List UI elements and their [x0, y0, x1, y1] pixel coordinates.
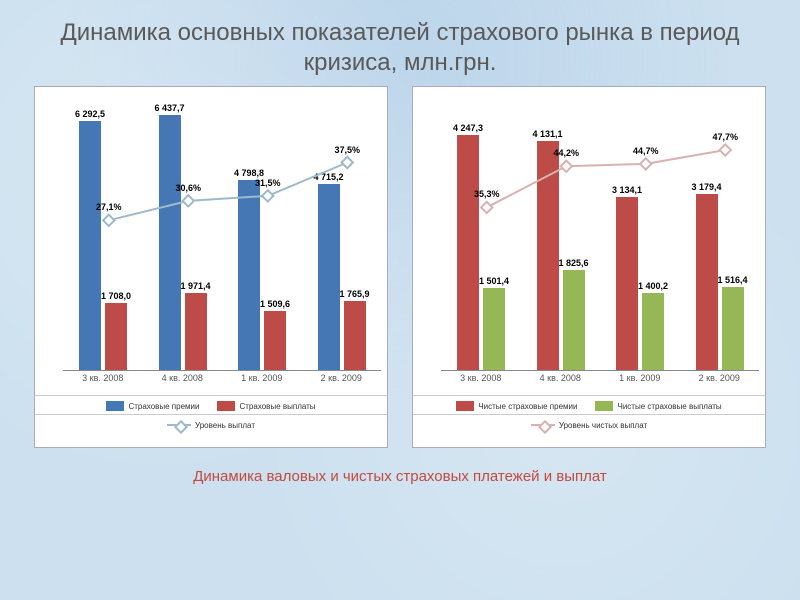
x-labels: 3 кв. 20084 кв. 20081 кв. 20092 кв. 2009 — [441, 373, 759, 391]
line-value-label: 31,5% — [243, 178, 293, 188]
line-value-label: 44,2% — [541, 148, 591, 158]
legend-item: Уровень выплат — [167, 421, 255, 430]
line-value-label: 44,7% — [621, 146, 671, 156]
x-axis — [63, 370, 381, 371]
line-layer — [63, 93, 381, 371]
x-tick-label: 2 кв. 2009 — [680, 373, 760, 391]
legend: Страховые премии Страховые выплаты Уровень… — [35, 395, 387, 443]
legend: Чистые страховые премии Чистые страховые … — [413, 395, 765, 443]
x-tick-label: 3 кв. 2008 — [63, 373, 143, 391]
line-value-label: 47,7% — [700, 132, 750, 142]
x-tick-label: 4 кв. 2008 — [521, 373, 601, 391]
legend-item: Страховые выплаты — [217, 401, 315, 411]
x-tick-label: 2 кв. 2009 — [302, 373, 382, 391]
x-labels: 3 кв. 20084 кв. 20081 кв. 20092 кв. 2009 — [63, 373, 381, 391]
line-value-label: 37,5% — [322, 145, 372, 155]
caption: Динамика валовых и чистых страховых плат… — [0, 468, 800, 485]
line-value-label: 35,3% — [462, 189, 512, 199]
charts-row: 6 292,51 708,06 437,71 971,44 798,81 509… — [0, 86, 800, 448]
chart-gross: 6 292,51 708,06 437,71 971,44 798,81 509… — [34, 86, 388, 448]
legend-item: Чистые страховые премии — [456, 401, 577, 411]
x-tick-label: 3 кв. 2008 — [441, 373, 521, 391]
legend-item: Уровень чистых выплат — [531, 421, 647, 430]
plot-area: 4 247,31 501,44 131,11 825,63 134,11 400… — [441, 93, 759, 371]
line-value-label: 30,6% — [163, 183, 213, 193]
line-value-label: 27,1% — [84, 202, 134, 212]
chart-net: 4 247,31 501,44 131,11 825,63 134,11 400… — [412, 86, 766, 448]
x-tick-label: 1 кв. 2009 — [600, 373, 680, 391]
plot-area: 6 292,51 708,06 437,71 971,44 798,81 509… — [63, 93, 381, 371]
legend-item: Чистые страховые выплаты — [595, 401, 721, 411]
slide-title: Динамика основных показателей страхового… — [40, 18, 760, 78]
x-tick-label: 1 кв. 2009 — [222, 373, 302, 391]
x-tick-label: 4 кв. 2008 — [143, 373, 223, 391]
x-axis — [441, 370, 759, 371]
legend-item: Страховые премии — [106, 401, 199, 411]
